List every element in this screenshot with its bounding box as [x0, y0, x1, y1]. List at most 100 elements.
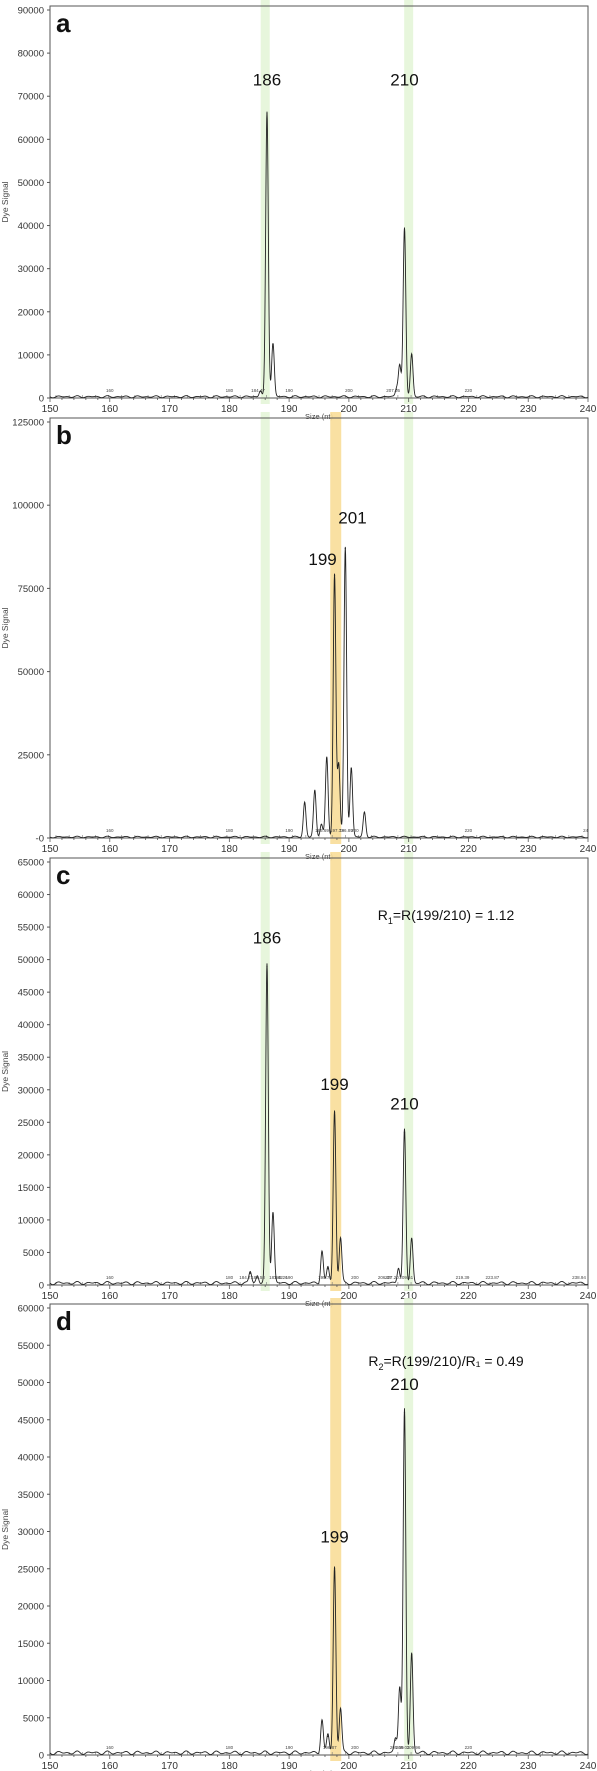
peak-size-label: 190 — [285, 1745, 293, 1750]
peak-size-label: 219.39 — [456, 1275, 470, 1280]
x-tick-label: 230 — [520, 844, 537, 855]
ratio-subscript: 2 — [378, 1362, 383, 1372]
panel-b: -0 25000 50000 75000 100000 125000 150 160 170 18… — [0, 412, 597, 861]
y-tick-label: -0 — [36, 834, 44, 845]
peak-annotation: 210 — [390, 1375, 418, 1394]
peak-point — [333, 1568, 336, 1570]
y-axis-title: Dye Signal — [0, 181, 10, 222]
y-tick-label: 40000 — [18, 1020, 44, 1031]
y-axis-title: Dye Signal — [0, 1051, 10, 1092]
peak-size-label: 180 — [226, 1275, 234, 1280]
x-tick-label: 200 — [341, 1761, 358, 1771]
y-tick-label: 100000 — [12, 501, 44, 512]
x-tick-label: 160 — [101, 1291, 118, 1302]
peak-size-label: 200 — [345, 388, 353, 393]
peak-point — [403, 1411, 406, 1413]
peak-point — [256, 1276, 259, 1278]
peak-annotation: 210 — [390, 70, 418, 89]
x-tick-label: 210 — [400, 844, 417, 855]
highlight-band — [404, 1298, 414, 1761]
peak-point — [327, 1268, 329, 1270]
y-tick-label: 50000 — [18, 955, 44, 966]
plot-frame — [49, 5, 589, 399]
x-tick-label: 180 — [221, 1291, 238, 1302]
peak-point — [399, 1687, 401, 1689]
y-tick-label: 65000 — [18, 858, 44, 869]
peak-point — [411, 354, 413, 356]
plot-frame — [49, 1303, 589, 1756]
x-tick-label: 150 — [42, 844, 59, 855]
peak-size-label: 238.94 — [572, 1275, 586, 1280]
highlight-band — [330, 1298, 342, 1761]
panel-c: 0 5000 10000 15000 20000 25000 30000 35000 40000… — [0, 852, 597, 1308]
y-axis-title: Dye Signal — [0, 607, 10, 648]
peak-size-label: 160 — [106, 828, 114, 833]
peak-point — [403, 1131, 406, 1133]
peak-size-label: 197.73 — [330, 828, 344, 833]
peak-size-label: 184.47 — [251, 388, 265, 393]
y-tick-label: 5000 — [23, 1713, 44, 1724]
peak-point — [259, 390, 262, 393]
x-tick-label: 220 — [460, 1291, 477, 1302]
y-axis-title: Dye Signal — [0, 1509, 10, 1550]
x-tick-label: 240 — [580, 1291, 597, 1302]
peak-annotation: 186 — [253, 70, 281, 89]
peak-size-label: 184.71 — [239, 1275, 253, 1280]
peak-size-label: 196.87 — [323, 1745, 337, 1750]
y-tick-label: 40000 — [18, 1453, 44, 1464]
highlight-band — [404, 0, 414, 404]
peak-point — [350, 767, 352, 769]
highlight-band — [260, 852, 270, 1291]
peak-size-label: 160 — [106, 388, 114, 393]
x-tick-label: 230 — [520, 1761, 537, 1771]
peak-size-label: 209.61 — [399, 1275, 413, 1280]
y-tick-label: 45000 — [18, 1415, 44, 1426]
peak-point — [339, 1238, 342, 1241]
panel-label: c — [56, 860, 70, 890]
peak-annotation: 199 — [320, 1075, 348, 1094]
peak-point — [314, 790, 316, 793]
peak-size-label: 180 — [226, 388, 234, 393]
y-tick-label: 15000 — [18, 1639, 44, 1650]
x-tick-label: 170 — [161, 1291, 178, 1302]
peak-size-label: 160 — [106, 1275, 114, 1280]
y-tick-label: 20000 — [18, 1602, 44, 1613]
x-tick-label: 200 — [341, 404, 358, 415]
peak-size-label: 206.37 — [378, 1275, 392, 1280]
x-tick-label: 240 — [580, 1761, 597, 1771]
panel-d: 0 5000 10000 15000 20000 25000 30000 35000 40000… — [0, 1298, 597, 1771]
peak-size-label: 190 — [285, 1275, 293, 1280]
y-tick-label: 35000 — [18, 1490, 44, 1501]
x-tick-label: 170 — [161, 404, 178, 415]
x-tick-label: 230 — [520, 1291, 537, 1302]
y-tick-label: 10000 — [18, 1215, 44, 1226]
x-tick-label: 170 — [161, 844, 178, 855]
y-tick-label: 25000 — [18, 750, 44, 761]
peak-size-label: 195.75 — [318, 1275, 332, 1280]
x-tick-label: 180 — [221, 1761, 238, 1771]
signal-trace — [49, 1408, 588, 1756]
peak-point — [249, 1272, 251, 1274]
y-tick-label: 50000 — [18, 1378, 44, 1389]
peak-point — [363, 812, 366, 814]
y-tick-label: 55000 — [18, 1341, 44, 1352]
x-tick-label: 160 — [101, 844, 118, 855]
y-tick-label: 25000 — [18, 1564, 44, 1575]
y-tick-label: 15000 — [18, 1183, 44, 1194]
highlight-band — [330, 852, 342, 1291]
peak-size-label: 190 — [285, 828, 293, 833]
panel-label: b — [56, 420, 72, 450]
x-tick-label: 160 — [101, 1761, 118, 1771]
y-tick-label: 80000 — [18, 49, 44, 60]
peak-point — [272, 1212, 274, 1215]
x-tick-label: 150 — [42, 1761, 59, 1771]
peak-annotation: 201 — [338, 509, 366, 528]
peak-point — [344, 547, 346, 550]
x-tick-label: 160 — [101, 404, 118, 415]
x-tick-label: 200 — [341, 1291, 358, 1302]
x-tick-label: 190 — [281, 1291, 298, 1302]
peak-point — [411, 1653, 413, 1656]
x-tick-label: 200 — [341, 844, 358, 855]
x-tick-label: 150 — [42, 404, 59, 415]
